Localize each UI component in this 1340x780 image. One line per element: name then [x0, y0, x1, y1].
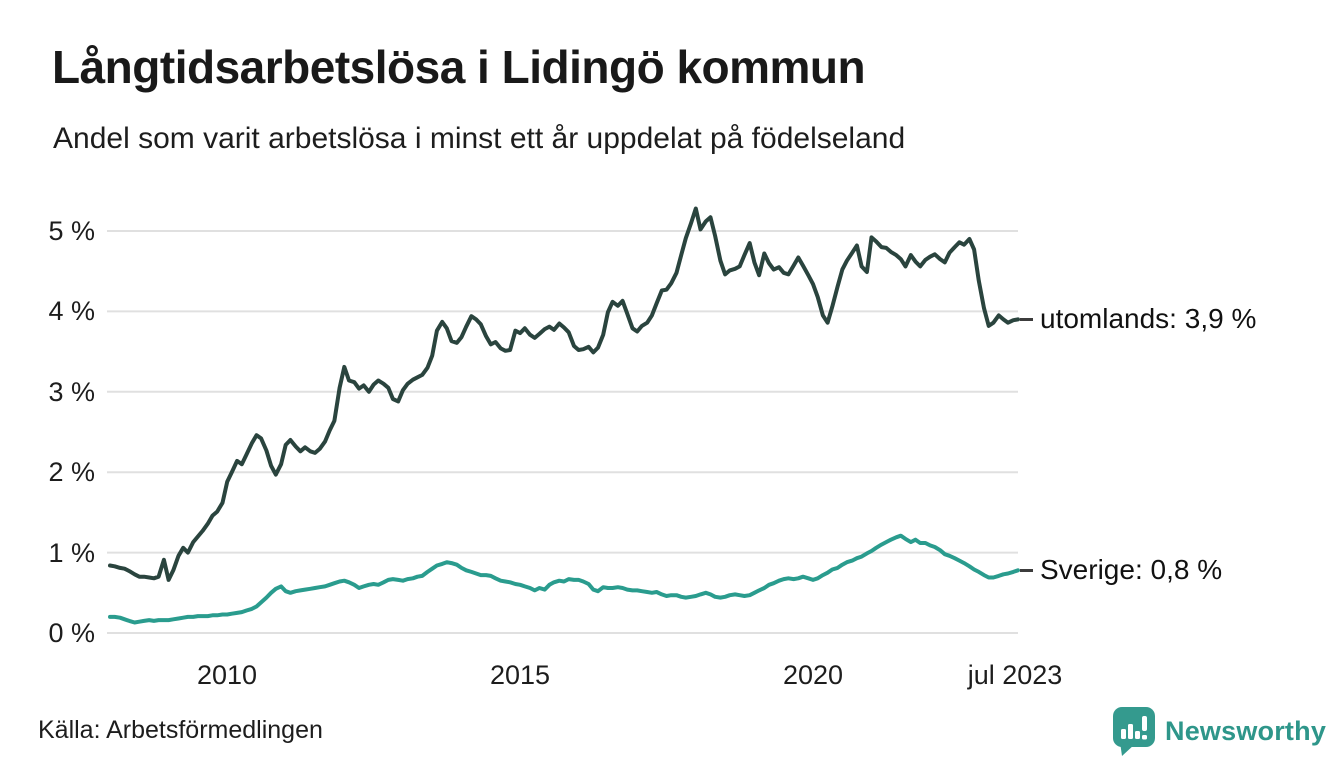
y-axis-tick-4pct: 4 %: [48, 296, 95, 326]
newsworthy-logo: Newsworthy: [1112, 706, 1326, 756]
y-axis-tick-3pct: 3 %: [48, 377, 95, 407]
series-line-sverige: [108, 533, 1020, 625]
y-axis-tick-0pct: 0 %: [48, 618, 95, 648]
y-axis-tick-1pct: 1 %: [48, 538, 95, 568]
chart-subtitle: Andel som varit arbetslösa i minst ett å…: [53, 122, 906, 155]
x-axis-tick-2015: 2015: [489, 660, 551, 690]
y-axis-tick-5pct: 5 %: [48, 216, 95, 246]
series-line-utomlands: [108, 206, 1020, 582]
series-end-label-utomlands-text: utomlands: 3,9 %: [1040, 303, 1257, 334]
x-axis-tick-2020: 2020: [782, 660, 844, 690]
label-connector-dash: [1020, 317, 1033, 321]
newsworthy-logo-icon: [1113, 707, 1155, 756]
x-axis-tick-jul-2023: jul 2023: [967, 660, 1063, 690]
x-axis-tick-2010: 2010: [196, 660, 258, 690]
newsworthy-logo-text: Newsworthy: [1165, 715, 1327, 746]
source-caption: Källa: Arbetsförmedlingen: [38, 716, 323, 744]
series-end-label-utomlands: utomlands: 3,9 %: [1020, 302, 1256, 336]
series-end-label-sverige-text: Sverige: 0,8 %: [1040, 554, 1223, 585]
page-title: Långtidsarbetslösa i Lidingö kommun: [52, 41, 866, 93]
series-end-label-sverige: Sverige: 0,8 %: [1020, 553, 1222, 587]
y-axis-tick-2pct: 2 %: [48, 457, 95, 487]
label-connector-dash: [1020, 568, 1033, 572]
